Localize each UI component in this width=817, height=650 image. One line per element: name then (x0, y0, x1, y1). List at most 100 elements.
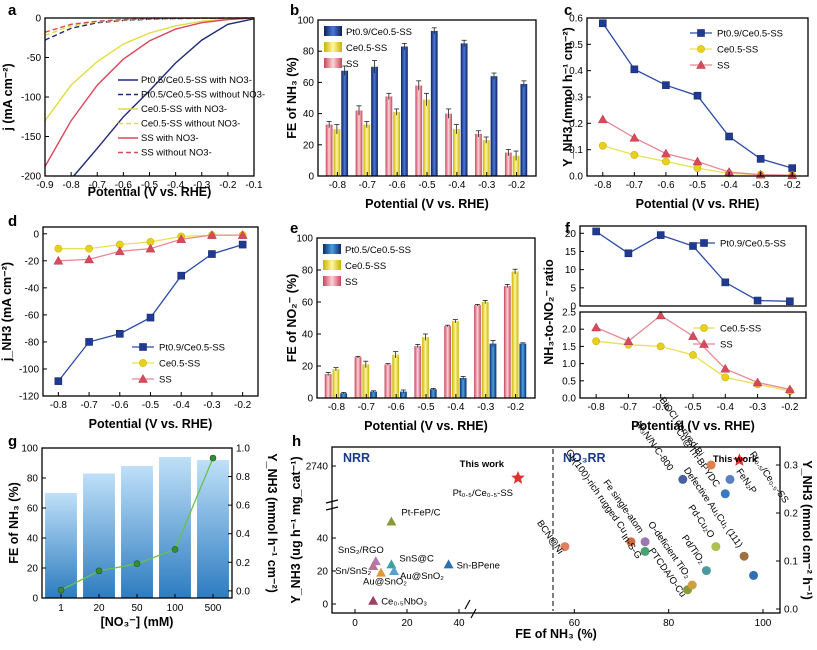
y-tick-label: 100 (296, 234, 313, 245)
point-label: BCN@Ni (534, 518, 565, 556)
data-point (176, 234, 187, 243)
legend-swatch (323, 260, 341, 270)
x-tick-label: 100 (755, 618, 772, 629)
y-tick-label: 20 (302, 362, 314, 373)
data-point (720, 489, 730, 499)
x-tick-label: -0.9 (36, 180, 54, 191)
data-point (146, 313, 155, 322)
data-point (598, 141, 607, 150)
data-point (591, 322, 602, 332)
bar (354, 357, 362, 398)
x-tick-label: 20 (401, 618, 413, 629)
x-tick-label: 100 (167, 603, 184, 614)
point-label: In-S-G (619, 532, 644, 561)
y-tick-label: 40 (317, 534, 329, 545)
bar (400, 391, 407, 398)
legend-label: SS without NO3- (141, 148, 212, 159)
data-point (721, 278, 730, 287)
y-tick-label: 0.6 (569, 14, 583, 25)
data-point (630, 151, 639, 159)
y-tick-label: 10 (565, 265, 577, 276)
axis-break (325, 499, 339, 511)
legend-label: Pt0.5/Ce0.5-SS (345, 245, 411, 256)
plot-frame (579, 225, 807, 307)
plot-frame (331, 446, 781, 614)
y-axis-label: FE of NH₃ (%) (7, 482, 21, 563)
plot-frame (316, 237, 536, 399)
y-tick-label: 40 (27, 534, 39, 545)
x-axis-label: Potential (V vs. RHE) (636, 197, 760, 211)
x-axis-label: Potential (V vs. RHE) (364, 419, 488, 433)
x-tick-label: -0.8 (594, 180, 612, 191)
data-point (662, 157, 670, 166)
bar (512, 155, 520, 176)
series-line (44, 17, 255, 33)
y-tick-label: 0 (570, 302, 576, 313)
bar (490, 76, 498, 176)
legend-label: SS (720, 340, 733, 351)
bar (503, 286, 511, 398)
y-tick-label: -200 (21, 172, 41, 183)
y-tick-label: 2740 (306, 462, 329, 473)
bar (401, 46, 408, 176)
legend-marker (699, 338, 709, 348)
panel-b: -0.8 -0.7 -0.6 -0.5 -0.4 -0.3 -0.2 0 20 40 60 80 100… (285, 2, 537, 211)
y2-tick-label: 0.6 (236, 501, 250, 512)
x-tick-label: -0.6 (388, 402, 406, 413)
data-point (756, 155, 765, 163)
data-point (720, 363, 731, 373)
x-tick-label: -0.5 (684, 402, 702, 413)
data-point (237, 230, 248, 239)
x-tick-label: 0 (352, 618, 358, 629)
bar (325, 124, 333, 176)
x-tick-label: 50 (131, 603, 143, 614)
y-tick-label: 0.5 (569, 40, 583, 51)
x-tick-label: -0.7 (626, 180, 644, 191)
data-point (662, 81, 670, 89)
data-point (368, 561, 379, 571)
panel-f: 0 5 10 15 20 Pt0.9/Ce0.5-SS 0.0 0.5 1.0 1.5 2.0 2.5… (542, 220, 807, 433)
data-point (629, 132, 640, 142)
data-point (706, 460, 716, 470)
bar (355, 110, 363, 176)
y-tick-label: -100 (21, 93, 41, 104)
y-tick-label: -20 (25, 256, 40, 267)
y2-tick-label: 1.0 (236, 444, 250, 455)
y-tick-label: -150 (21, 132, 41, 143)
data-point (597, 114, 608, 124)
panel-label: c (564, 2, 572, 19)
data-point (208, 250, 216, 258)
bar (520, 83, 528, 176)
bar (474, 305, 481, 398)
data-point (115, 330, 124, 338)
y-tick-label: 0.3 (569, 93, 583, 104)
bar (452, 129, 460, 176)
section-label: NRR (343, 451, 370, 465)
series-line (44, 17, 255, 167)
y-tick-label: 0.5 (562, 376, 576, 387)
y-tick-label: 0 (32, 594, 38, 605)
bar (504, 152, 512, 176)
y2-tick-label: 0.4 (236, 529, 250, 540)
data-point (177, 271, 186, 280)
data-point (624, 249, 633, 258)
legend-label: SS (717, 61, 730, 72)
data-point (701, 566, 711, 576)
y-tick-label: -50 (27, 53, 42, 64)
this-work-name: Pt₀.₅/Ce₀.₅-SS (453, 488, 513, 499)
bar (324, 374, 332, 398)
plot-frame (317, 19, 537, 177)
y-tick-label: 40 (302, 330, 314, 341)
x-tick-label: -0.5 (141, 180, 159, 191)
y-tick-label: 0 (307, 394, 313, 405)
y-tick-label: 100 (297, 16, 314, 27)
data-point (688, 331, 698, 340)
x-tick-label: -0.3 (477, 402, 495, 413)
bar (341, 70, 349, 176)
bar (414, 346, 422, 398)
bar (460, 43, 468, 177)
x-tick-label: -0.2 (507, 402, 525, 413)
bar (333, 129, 341, 176)
data-point (207, 230, 217, 239)
x-tick-label: -0.7 (359, 180, 377, 191)
